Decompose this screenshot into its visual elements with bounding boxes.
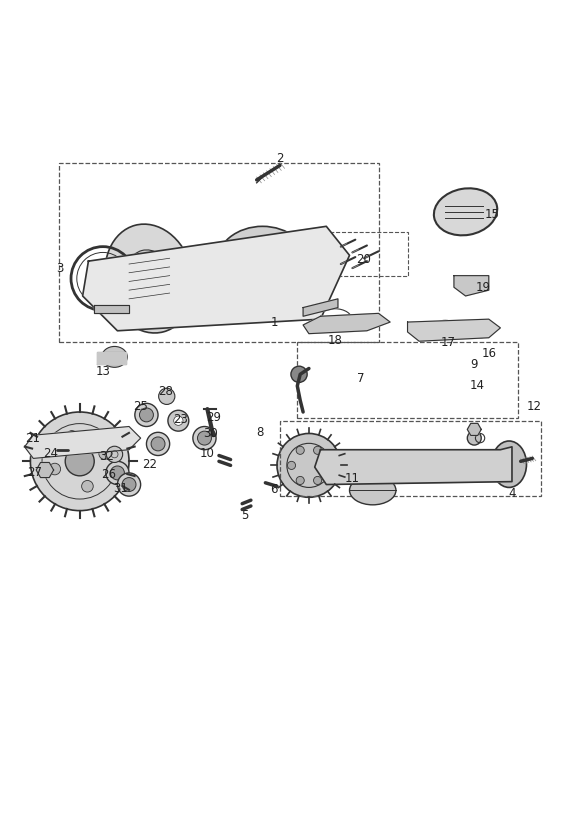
- Circle shape: [139, 408, 153, 422]
- Text: 16: 16: [482, 348, 496, 360]
- Text: 17: 17: [441, 336, 456, 349]
- Polygon shape: [303, 299, 338, 316]
- Ellipse shape: [216, 227, 309, 302]
- Text: 14: 14: [470, 379, 484, 392]
- Polygon shape: [408, 319, 500, 341]
- Bar: [59, 162, 378, 343]
- Text: 27: 27: [27, 466, 42, 479]
- Circle shape: [122, 478, 136, 491]
- Circle shape: [322, 461, 331, 470]
- Circle shape: [468, 431, 481, 445]
- Circle shape: [296, 476, 304, 485]
- Text: 24: 24: [43, 447, 58, 461]
- Circle shape: [106, 461, 129, 485]
- Polygon shape: [83, 227, 350, 330]
- Text: 29: 29: [206, 411, 221, 424]
- Ellipse shape: [434, 189, 497, 236]
- Bar: [97, 352, 126, 364]
- Ellipse shape: [350, 475, 396, 505]
- Text: 30: 30: [203, 427, 217, 440]
- Circle shape: [287, 461, 296, 470]
- Text: 11: 11: [345, 472, 360, 485]
- Text: 9: 9: [470, 358, 478, 371]
- Text: 2: 2: [276, 152, 284, 165]
- Ellipse shape: [434, 321, 457, 335]
- Circle shape: [99, 447, 110, 460]
- Text: 1: 1: [271, 316, 278, 329]
- Circle shape: [232, 263, 246, 277]
- Text: 3: 3: [56, 261, 63, 274]
- Circle shape: [82, 480, 93, 492]
- Text: 5: 5: [241, 508, 249, 522]
- Ellipse shape: [105, 224, 194, 333]
- Circle shape: [473, 323, 487, 339]
- Polygon shape: [94, 305, 129, 313]
- Polygon shape: [468, 424, 481, 435]
- Circle shape: [49, 463, 61, 475]
- Circle shape: [314, 447, 322, 454]
- Circle shape: [159, 388, 175, 405]
- Text: 28: 28: [158, 385, 173, 398]
- Text: 4: 4: [508, 487, 516, 499]
- Text: 15: 15: [484, 208, 499, 221]
- Circle shape: [174, 416, 183, 425]
- Circle shape: [314, 476, 322, 485]
- Ellipse shape: [102, 346, 127, 368]
- Circle shape: [110, 466, 124, 480]
- Polygon shape: [454, 276, 489, 296]
- Circle shape: [296, 447, 304, 454]
- Text: 22: 22: [142, 457, 157, 471]
- Text: 6: 6: [271, 483, 278, 496]
- Text: 8: 8: [256, 426, 264, 439]
- Circle shape: [117, 473, 141, 496]
- Text: 20: 20: [357, 254, 371, 266]
- Bar: [297, 343, 518, 418]
- Ellipse shape: [491, 441, 526, 488]
- Polygon shape: [36, 462, 54, 478]
- Polygon shape: [315, 447, 512, 485]
- Ellipse shape: [126, 250, 173, 307]
- Circle shape: [107, 447, 122, 462]
- Circle shape: [198, 431, 212, 445]
- Circle shape: [135, 403, 158, 427]
- Polygon shape: [303, 313, 390, 334]
- Bar: [326, 232, 408, 276]
- Polygon shape: [24, 427, 141, 458]
- Circle shape: [267, 240, 281, 254]
- Bar: [280, 421, 541, 496]
- Circle shape: [291, 366, 307, 382]
- Circle shape: [65, 447, 94, 475]
- Circle shape: [193, 427, 216, 450]
- Text: 10: 10: [200, 447, 215, 461]
- Text: 7: 7: [357, 372, 365, 385]
- Circle shape: [66, 431, 78, 442]
- Text: 21: 21: [24, 432, 40, 445]
- Text: 12: 12: [526, 400, 542, 413]
- Circle shape: [279, 263, 293, 277]
- Text: 19: 19: [476, 281, 490, 293]
- Circle shape: [30, 412, 129, 511]
- Text: 31: 31: [113, 482, 128, 495]
- Circle shape: [168, 410, 189, 431]
- Circle shape: [456, 276, 470, 290]
- Text: 13: 13: [96, 365, 110, 378]
- Circle shape: [244, 240, 258, 254]
- Circle shape: [277, 433, 341, 498]
- Text: 18: 18: [328, 335, 342, 347]
- Text: 26: 26: [101, 467, 116, 480]
- Circle shape: [151, 437, 165, 451]
- Text: 25: 25: [133, 400, 148, 413]
- Text: 32: 32: [100, 450, 114, 462]
- Circle shape: [146, 433, 170, 456]
- Text: 23: 23: [173, 413, 188, 426]
